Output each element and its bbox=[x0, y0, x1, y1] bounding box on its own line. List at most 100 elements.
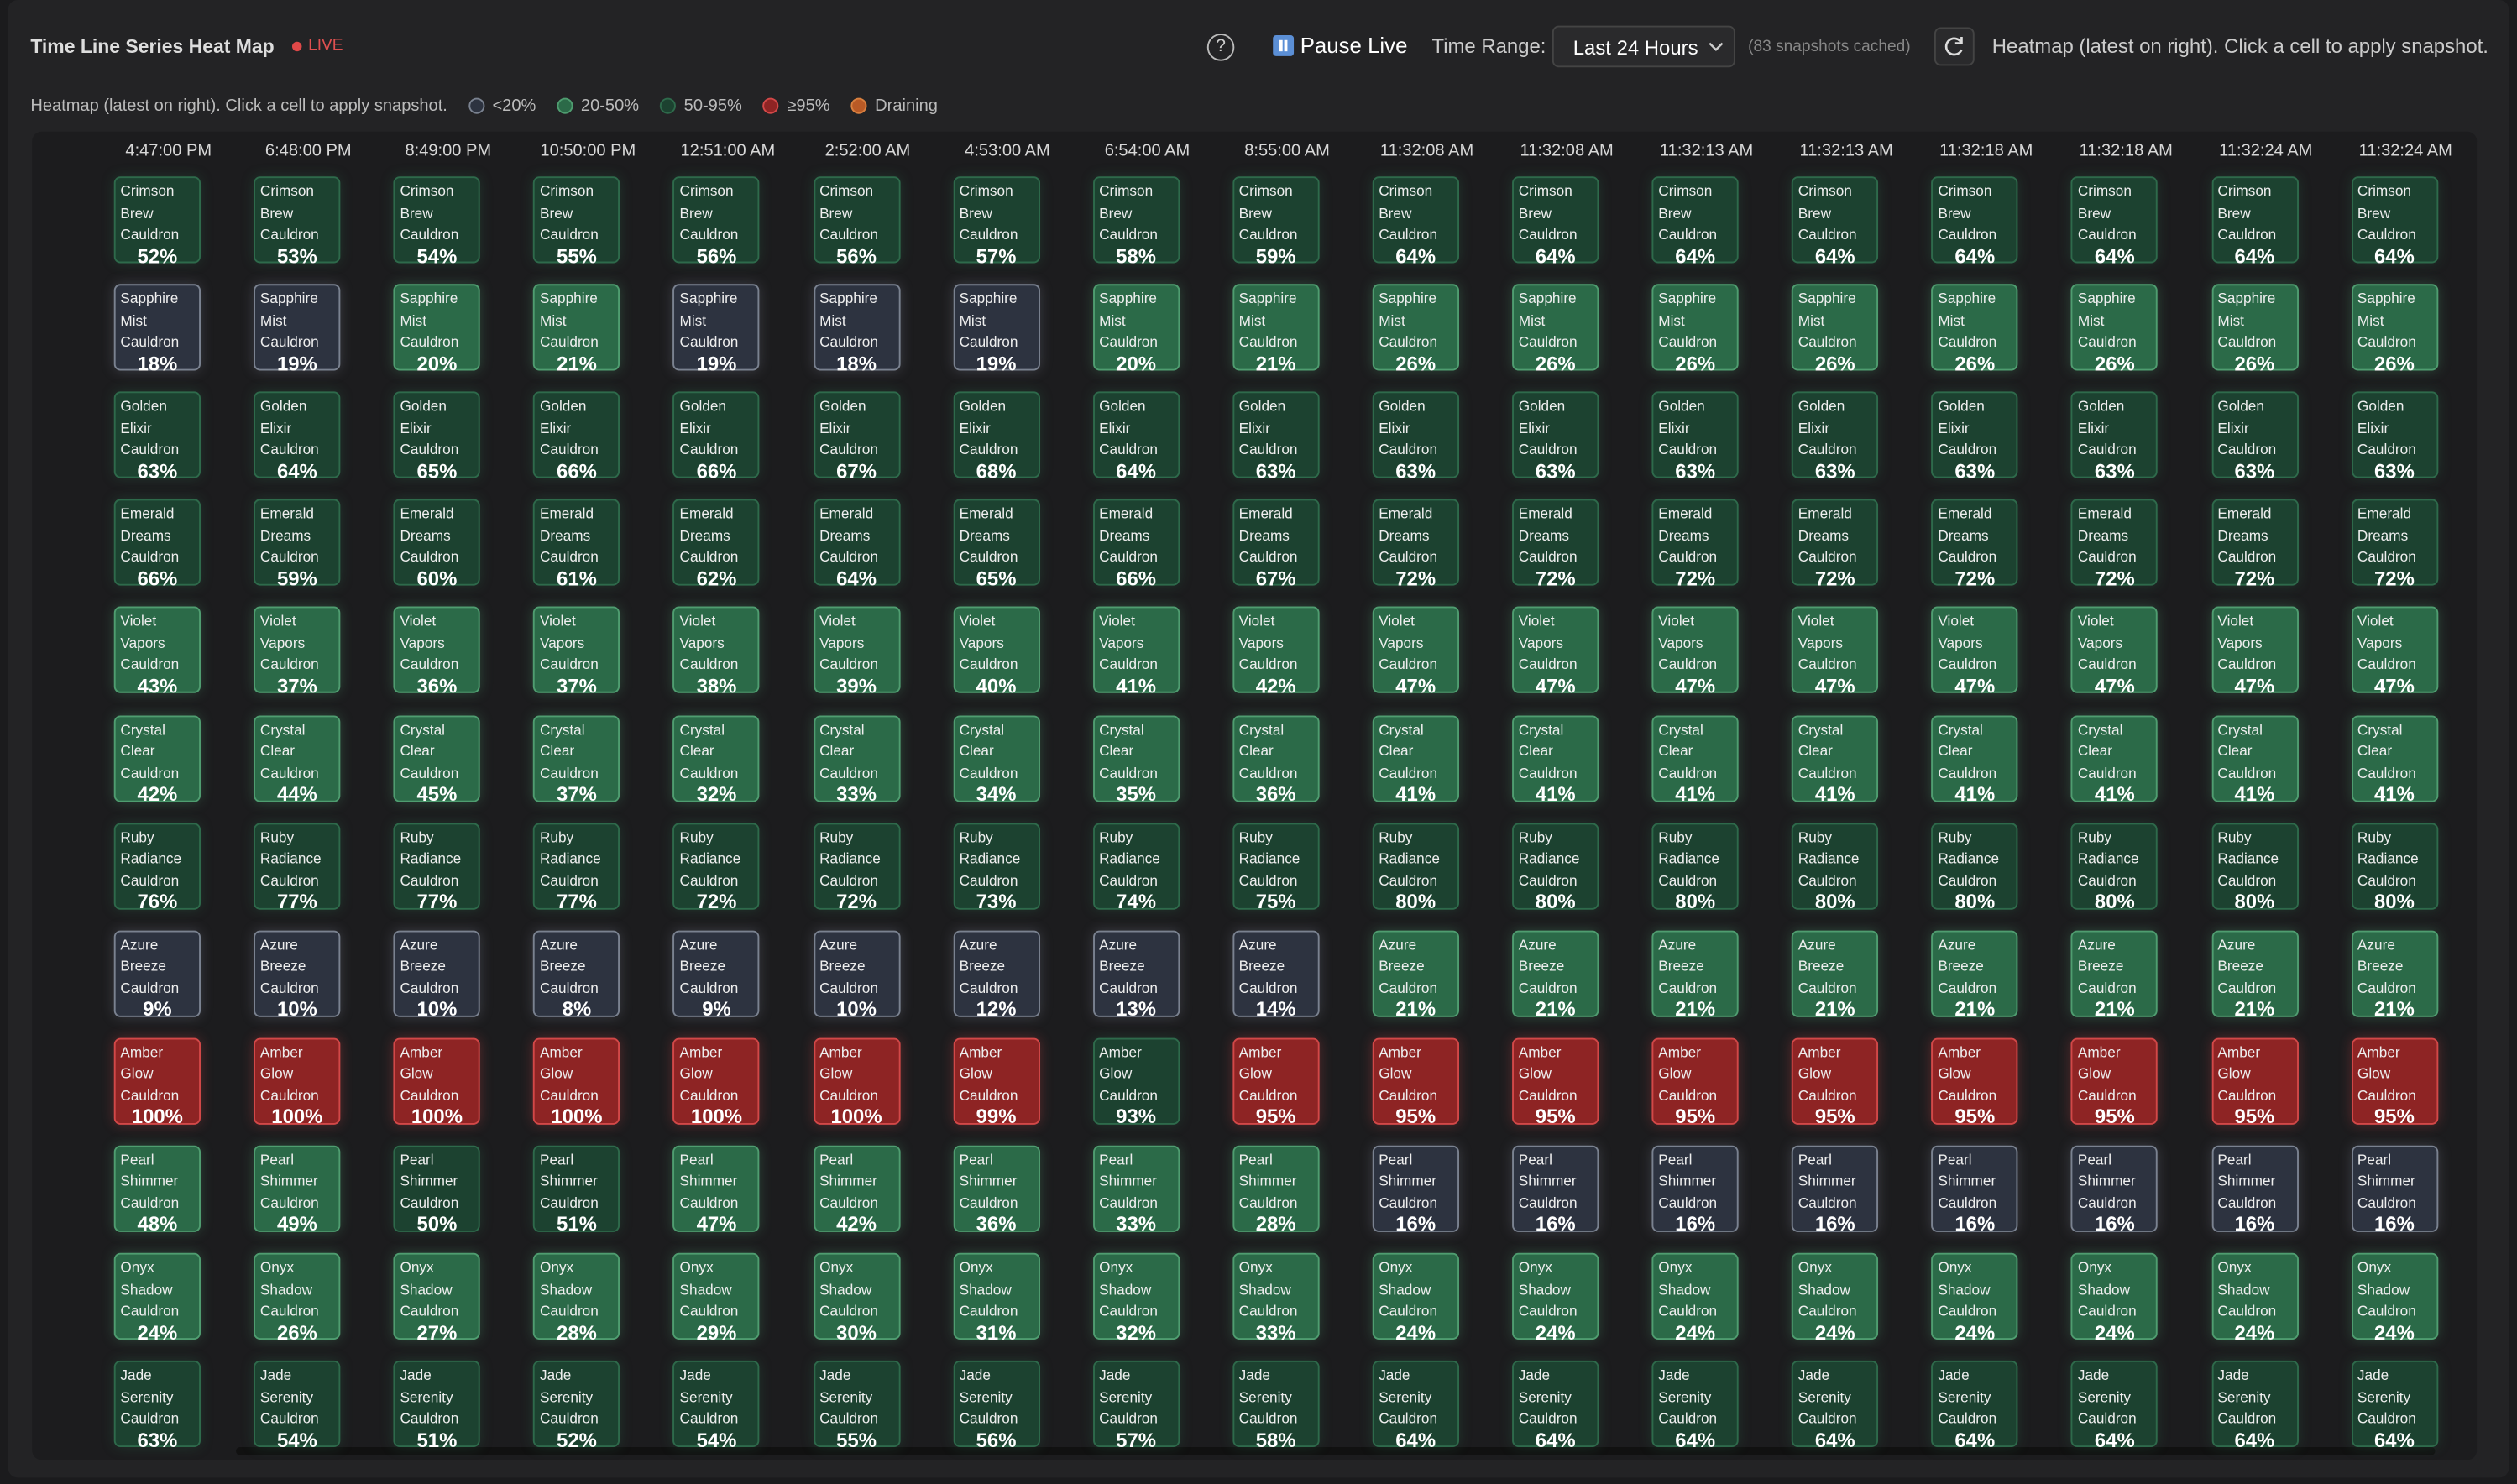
heatmap-cell[interactable]: Pearl Shimmer Cauldron 16% bbox=[1792, 1145, 1879, 1236]
heatmap-cell[interactable]: Onyx Shadow Cauldron 24% bbox=[1931, 1252, 2018, 1343]
heatmap-cell[interactable]: Golden Elixir Cauldron 63% bbox=[1232, 391, 1320, 482]
heatmap-cell[interactable]: Golden Elixir Cauldron 63% bbox=[1931, 391, 2018, 482]
heatmap-cell[interactable]: Ruby Radiance Cauldron 80% bbox=[1931, 822, 2018, 912]
heatmap-cell[interactable]: Onyx Shadow Cauldron 30% bbox=[813, 1252, 900, 1343]
heatmap-cell[interactable]: Emerald Dreams Cauldron 66% bbox=[113, 499, 201, 589]
heatmap-cell[interactable]: Amber Glow Cauldron 95% bbox=[2071, 1037, 2159, 1127]
heatmap-cell[interactable]: Emerald Dreams Cauldron 67% bbox=[1232, 499, 1320, 589]
heatmap-cell[interactable]: Onyx Shadow Cauldron 28% bbox=[533, 1252, 620, 1343]
heatmap-cell[interactable]: Onyx Shadow Cauldron 24% bbox=[1512, 1252, 1599, 1343]
heatmap-cell[interactable]: Emerald Dreams Cauldron 65% bbox=[952, 499, 1040, 589]
heatmap-cell[interactable]: Violet Vapors Cauldron 47% bbox=[2071, 607, 2159, 697]
heatmap-cell[interactable]: Amber Glow Cauldron 100% bbox=[672, 1037, 761, 1127]
heatmap-cell[interactable]: Pearl Shimmer Cauldron 48% bbox=[113, 1145, 201, 1236]
heatmap-cell[interactable]: Azure Breeze Cauldron 21% bbox=[2211, 929, 2299, 1020]
heatmap-cell[interactable]: Jade Serenity Cauldron 52% bbox=[533, 1361, 620, 1450]
heatmap-cell[interactable]: Amber Glow Cauldron 100% bbox=[393, 1037, 481, 1127]
heatmap-cell[interactable]: Azure Breeze Cauldron 8% bbox=[533, 929, 620, 1020]
heatmap-cell[interactable]: Onyx Shadow Cauldron 33% bbox=[1232, 1252, 1320, 1343]
heatmap-cell[interactable]: Emerald Dreams Cauldron 72% bbox=[1372, 499, 1459, 589]
heatmap-cell[interactable]: Azure Breeze Cauldron 21% bbox=[2351, 929, 2438, 1020]
heatmap-cell[interactable]: Onyx Shadow Cauldron 32% bbox=[1092, 1252, 1180, 1343]
heatmap-cell[interactable]: Pearl Shimmer Cauldron 16% bbox=[1372, 1145, 1459, 1236]
heatmap-cell[interactable]: Crystal Clear Cauldron 41% bbox=[2071, 714, 2159, 805]
heatmap-cell[interactable]: Emerald Dreams Cauldron 60% bbox=[393, 499, 481, 589]
heatmap-cell[interactable]: Golden Elixir Cauldron 63% bbox=[1651, 391, 1739, 482]
heatmap-cell[interactable]: Sapphire Mist Cauldron 21% bbox=[533, 284, 620, 374]
refresh-button[interactable] bbox=[1934, 27, 1975, 66]
heatmap-cell[interactable]: Jade Serenity Cauldron 64% bbox=[1651, 1361, 1739, 1450]
heatmap-cell[interactable]: Ruby Radiance Cauldron 75% bbox=[1232, 822, 1320, 912]
heatmap-cell[interactable]: Sapphire Mist Cauldron 20% bbox=[1092, 284, 1180, 374]
heatmap-cell[interactable]: Golden Elixir Cauldron 63% bbox=[113, 391, 201, 482]
heatmap-cell[interactable]: Ruby Radiance Cauldron 80% bbox=[2211, 822, 2299, 912]
heatmap-cell[interactable]: Crimson Brew Cauldron 58% bbox=[1092, 176, 1180, 266]
heatmap-cell[interactable]: Pearl Shimmer Cauldron 28% bbox=[1232, 1145, 1320, 1236]
heatmap-cell[interactable]: Golden Elixir Cauldron 64% bbox=[254, 391, 341, 482]
heatmap-cell[interactable]: Azure Breeze Cauldron 21% bbox=[1372, 929, 1459, 1020]
heatmap-cell[interactable]: Golden Elixir Cauldron 63% bbox=[1512, 391, 1599, 482]
heatmap-cell[interactable]: Crystal Clear Cauldron 42% bbox=[113, 714, 201, 805]
heatmap-cell[interactable]: Pearl Shimmer Cauldron 49% bbox=[254, 1145, 341, 1236]
heatmap-cell[interactable]: Sapphire Mist Cauldron 20% bbox=[393, 284, 481, 374]
heatmap-cell[interactable]: Ruby Radiance Cauldron 80% bbox=[1792, 822, 1879, 912]
heatmap-cell[interactable]: Pearl Shimmer Cauldron 16% bbox=[2351, 1145, 2438, 1236]
heatmap-cell[interactable]: Crimson Brew Cauldron 54% bbox=[393, 176, 481, 266]
heatmap-cell[interactable]: Crystal Clear Cauldron 45% bbox=[393, 714, 481, 805]
heatmap-cell[interactable]: Ruby Radiance Cauldron 72% bbox=[672, 822, 761, 912]
heatmap-cell[interactable]: Jade Serenity Cauldron 54% bbox=[254, 1361, 341, 1450]
heatmap-cell[interactable]: Violet Vapors Cauldron 42% bbox=[1232, 607, 1320, 697]
heatmap-cell[interactable]: Pearl Shimmer Cauldron 33% bbox=[1092, 1145, 1180, 1236]
heatmap-cell[interactable]: Amber Glow Cauldron 95% bbox=[1931, 1037, 2018, 1127]
heatmap-cell[interactable]: Golden Elixir Cauldron 63% bbox=[1792, 391, 1879, 482]
heatmap-cell[interactable]: Emerald Dreams Cauldron 72% bbox=[2071, 499, 2159, 589]
heatmap-cell[interactable]: Ruby Radiance Cauldron 73% bbox=[952, 822, 1040, 912]
heatmap-cell[interactable]: Azure Breeze Cauldron 14% bbox=[1232, 929, 1320, 1020]
heatmap-cell[interactable]: Violet Vapors Cauldron 47% bbox=[1372, 607, 1459, 697]
heatmap-cell[interactable]: Ruby Radiance Cauldron 80% bbox=[2071, 822, 2159, 912]
heatmap-cell[interactable]: Crimson Brew Cauldron 53% bbox=[254, 176, 341, 266]
heatmap-cell[interactable]: Sapphire Mist Cauldron 26% bbox=[2211, 284, 2299, 374]
heatmap-cell[interactable]: Sapphire Mist Cauldron 26% bbox=[1651, 284, 1739, 374]
heatmap-cell[interactable]: Azure Breeze Cauldron 10% bbox=[393, 929, 481, 1020]
heatmap-cell[interactable]: Violet Vapors Cauldron 36% bbox=[393, 607, 481, 697]
heatmap-cell[interactable]: Onyx Shadow Cauldron 27% bbox=[393, 1252, 481, 1343]
heatmap-cell[interactable]: Crimson Brew Cauldron 64% bbox=[2351, 176, 2438, 266]
heatmap-cell[interactable]: Crystal Clear Cauldron 41% bbox=[2211, 714, 2299, 805]
heatmap-cell[interactable]: Ruby Radiance Cauldron 80% bbox=[2351, 822, 2438, 912]
heatmap-cell[interactable]: Pearl Shimmer Cauldron 50% bbox=[393, 1145, 481, 1236]
heatmap-cell[interactable]: Ruby Radiance Cauldron 77% bbox=[254, 822, 341, 912]
heatmap-cell[interactable]: Jade Serenity Cauldron 64% bbox=[1792, 1361, 1879, 1450]
heatmap-cell[interactable]: Sapphire Mist Cauldron 26% bbox=[1931, 284, 2018, 374]
heatmap-cell[interactable]: Sapphire Mist Cauldron 18% bbox=[813, 284, 900, 374]
heatmap-cell[interactable]: Ruby Radiance Cauldron 76% bbox=[113, 822, 201, 912]
heatmap-cell[interactable]: Sapphire Mist Cauldron 26% bbox=[1372, 284, 1459, 374]
heatmap-cell[interactable]: Jade Serenity Cauldron 64% bbox=[2351, 1361, 2438, 1450]
heatmap-cell[interactable]: Pearl Shimmer Cauldron 16% bbox=[2071, 1145, 2159, 1236]
heatmap-cell[interactable]: Sapphire Mist Cauldron 26% bbox=[2351, 284, 2438, 374]
heatmap-cell[interactable]: Crystal Clear Cauldron 41% bbox=[1512, 714, 1599, 805]
heatmap-cell[interactable]: Azure Breeze Cauldron 10% bbox=[813, 929, 900, 1020]
heatmap-cell[interactable]: Azure Breeze Cauldron 9% bbox=[113, 929, 201, 1020]
heatmap-cell[interactable]: Jade Serenity Cauldron 58% bbox=[1232, 1361, 1320, 1450]
heatmap-cell[interactable]: Onyx Shadow Cauldron 24% bbox=[113, 1252, 201, 1343]
heatmap-cell[interactable]: Amber Glow Cauldron 100% bbox=[254, 1037, 341, 1127]
heatmap-cell[interactable]: Onyx Shadow Cauldron 24% bbox=[1792, 1252, 1879, 1343]
heatmap-cell[interactable]: Onyx Shadow Cauldron 24% bbox=[1651, 1252, 1739, 1343]
heatmap-cell[interactable]: Crystal Clear Cauldron 37% bbox=[533, 714, 620, 805]
heatmap-cell[interactable]: Emerald Dreams Cauldron 72% bbox=[1792, 499, 1879, 589]
heatmap-cell[interactable]: Crimson Brew Cauldron 59% bbox=[1232, 176, 1320, 266]
heatmap-cell[interactable]: Sapphire Mist Cauldron 21% bbox=[1232, 284, 1320, 374]
heatmap-cell[interactable]: Crimson Brew Cauldron 57% bbox=[952, 176, 1040, 266]
heatmap-cell[interactable]: Jade Serenity Cauldron 56% bbox=[952, 1361, 1040, 1450]
heatmap-cell[interactable]: Azure Breeze Cauldron 21% bbox=[1651, 929, 1739, 1020]
heatmap-cell[interactable]: Golden Elixir Cauldron 65% bbox=[393, 391, 481, 482]
heatmap-cell[interactable]: Violet Vapors Cauldron 37% bbox=[254, 607, 341, 697]
heatmap-cell[interactable]: Jade Serenity Cauldron 57% bbox=[1092, 1361, 1180, 1450]
heatmap-cell[interactable]: Ruby Radiance Cauldron 74% bbox=[1092, 822, 1180, 912]
heatmap-cell[interactable]: Sapphire Mist Cauldron 26% bbox=[1512, 284, 1599, 374]
heatmap-cell[interactable]: Crimson Brew Cauldron 64% bbox=[1512, 176, 1599, 266]
heatmap-cell[interactable]: Golden Elixir Cauldron 63% bbox=[2071, 391, 2159, 482]
heatmap-cell[interactable]: Violet Vapors Cauldron 40% bbox=[952, 607, 1040, 697]
heatmap-cell[interactable]: Violet Vapors Cauldron 39% bbox=[813, 607, 900, 697]
